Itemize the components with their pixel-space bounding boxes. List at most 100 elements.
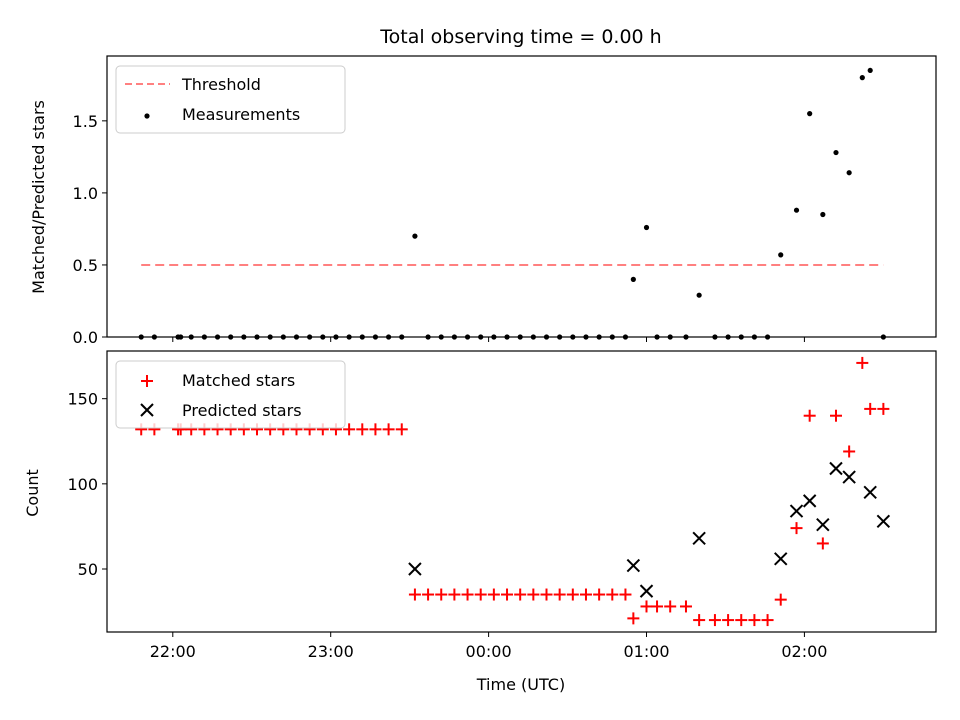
matched-legend-label: Matched stars — [182, 371, 295, 390]
predicted-star-point — [842, 470, 856, 484]
top-y-axis-label: Matched/Predicted stars — [29, 100, 48, 294]
matched-star-point — [566, 588, 579, 601]
y-tick-label: 50 — [78, 560, 98, 579]
matched-star-point — [593, 588, 606, 601]
matched-star-point — [435, 588, 448, 601]
measurement-point — [820, 211, 826, 218]
matched-star-point — [735, 614, 748, 627]
x-tick-label: 01:00 — [623, 642, 669, 661]
matched-star-point — [679, 600, 692, 613]
measurement-point — [630, 276, 636, 282]
matched-star-point — [501, 588, 514, 601]
matched-star-point — [553, 588, 566, 601]
predicted-star-point — [789, 504, 804, 518]
top-x-ticks — [172, 337, 805, 342]
chart-title: Total observing time = 0.00 h — [379, 26, 661, 48]
matched-star-point — [356, 423, 369, 436]
matched-star-point — [664, 600, 677, 613]
matched-star-point — [774, 593, 787, 606]
y-tick-label: 150 — [67, 390, 98, 409]
matched-star-point — [761, 614, 774, 627]
x-axis-label: Time (UTC) — [476, 675, 565, 694]
predicted-star-point — [639, 584, 654, 598]
predicted-star-point — [816, 518, 830, 532]
predicted-legend-swatch — [140, 403, 154, 417]
matched-star-point — [579, 588, 592, 601]
matched-star-point — [448, 588, 461, 601]
measurement-point — [807, 111, 813, 117]
matched-star-point — [693, 614, 706, 627]
top-y-ticks: 0.0 0.5 1.0 1.5 — [73, 112, 107, 347]
measurement-point — [846, 170, 852, 176]
predicted-star-point — [408, 562, 422, 576]
x-tick-label: 00:00 — [466, 642, 512, 661]
y-tick-label: 1.5 — [73, 112, 98, 131]
matched-star-point — [651, 600, 664, 613]
matched-star-point — [514, 588, 527, 601]
y-tick-label: 1.0 — [73, 184, 98, 203]
bottom-y-axis-label: Count — [23, 469, 42, 517]
matched-star-point — [748, 614, 761, 627]
matched-star-point — [829, 409, 842, 422]
measurement-point — [778, 252, 784, 258]
top-legend-box — [115, 65, 346, 134]
predicted-star-point — [774, 552, 788, 566]
x-tick-label: 22:00 — [150, 642, 196, 661]
predicted-star-point — [863, 485, 877, 500]
matched-star-point — [722, 614, 735, 627]
matched-star-point — [790, 522, 803, 535]
matched-star-point — [877, 402, 890, 415]
matched-star-point — [619, 588, 632, 601]
bottom-legend-box — [115, 360, 346, 429]
measurement-point — [793, 207, 800, 213]
predicted-star-point — [876, 514, 891, 529]
matched-star-point — [640, 600, 653, 613]
matched-star-point — [527, 588, 540, 601]
measurement-point — [867, 67, 873, 74]
measurement-point — [643, 224, 650, 231]
y-tick-label: 100 — [67, 475, 98, 494]
measurement-point — [859, 75, 865, 81]
matched-star-point — [864, 402, 877, 415]
top-panel: 0.0 0.5 1.0 1.5 Matched/Predicted stars Thr… — [29, 55, 937, 347]
matched-star-point — [487, 588, 500, 601]
matched-star-point — [606, 588, 619, 601]
matched-star-point — [843, 445, 856, 458]
measurement-point — [412, 233, 418, 239]
measurement-point — [833, 149, 839, 156]
matched-star-point — [708, 614, 721, 627]
matched-legend-swatch — [141, 375, 153, 387]
measurements-legend-swatch — [144, 113, 150, 119]
top-plot-frame — [106, 55, 937, 338]
x-tick-label: 23:00 — [308, 642, 354, 661]
matched-star-point — [627, 612, 640, 625]
matched-star-point — [474, 588, 487, 601]
bottom-x-ticks: 22:00 23:00 00:00 01:00 02:00 — [150, 632, 827, 661]
predicted-legend-label: Predicted stars — [182, 401, 302, 420]
measurements-legend-label: Measurements — [182, 105, 300, 124]
predicted-star-point — [802, 494, 817, 508]
matched-star-point — [343, 423, 356, 436]
predicted-star-point — [626, 558, 641, 573]
bottom-panel: 50 100 150 22:00 23:00 00:00 01:00 02:00 Count… — [23, 350, 937, 694]
matched-star-point — [395, 423, 408, 436]
matched-star-point — [540, 588, 553, 601]
bottom-plot-frame — [106, 350, 937, 633]
predicted-star-point — [829, 461, 843, 476]
matched-star-point — [461, 588, 474, 601]
x-tick-label: 02:00 — [781, 642, 827, 661]
y-tick-label: 0.0 — [73, 328, 98, 347]
bottom-legend: Matched stars Predicted stars — [115, 360, 346, 429]
matched-star-point — [408, 588, 421, 601]
measurement-point — [696, 292, 702, 298]
matched-star-point — [369, 423, 382, 436]
threshold-legend-label: Threshold — [181, 75, 261, 94]
matched-star-point — [803, 409, 816, 422]
y-tick-label: 0.5 — [73, 256, 98, 275]
matched-star-point — [816, 537, 829, 550]
matched-star-point — [382, 423, 395, 436]
bottom-y-ticks: 50 100 150 — [67, 390, 107, 579]
bottom-marks — [135, 356, 891, 627]
matched-star-point — [422, 588, 435, 601]
